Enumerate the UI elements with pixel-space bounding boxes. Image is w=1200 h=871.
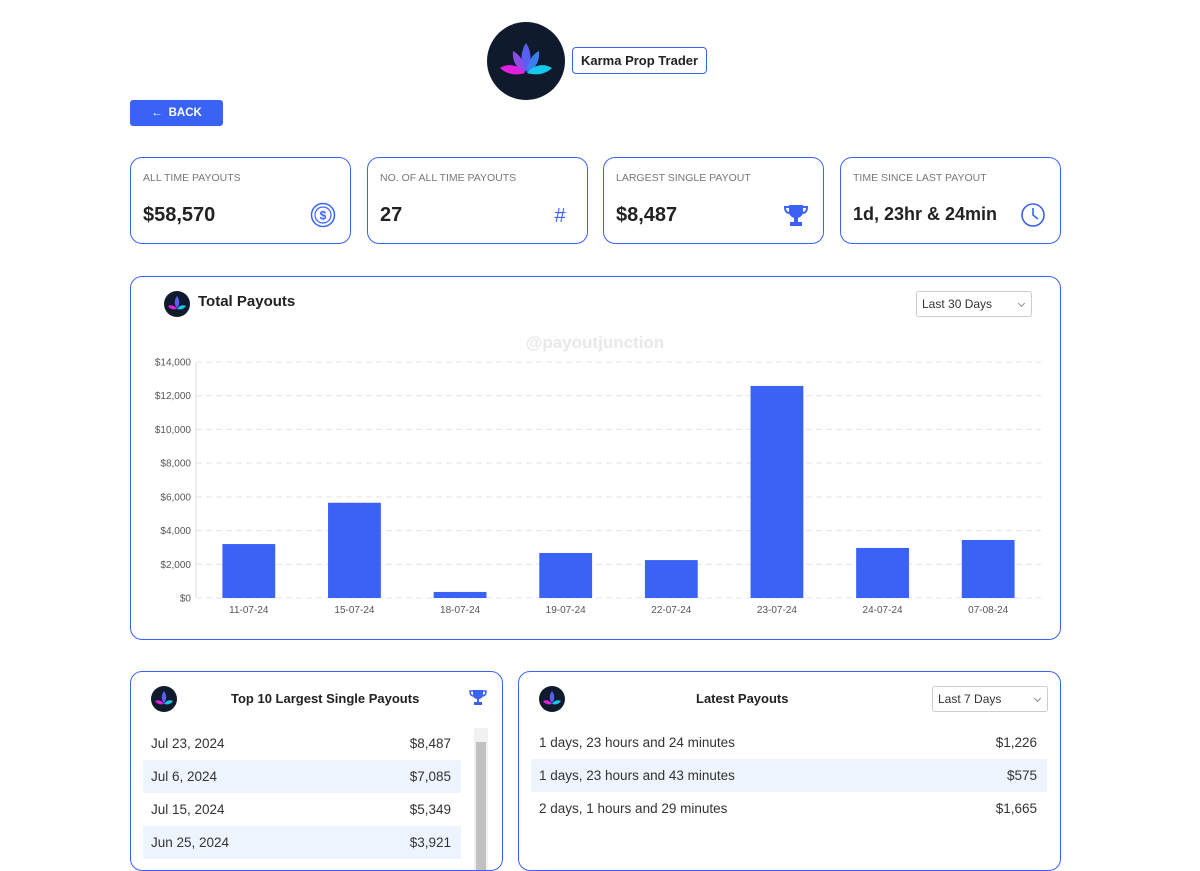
latest-payouts-card: Latest Payouts Last 7 Days 1 days, 23 ho…: [518, 671, 1061, 871]
logo: [487, 22, 565, 100]
row-label: Jul 23, 2024: [151, 736, 225, 751]
y-tick-label: $6,000: [160, 492, 191, 503]
bar: [644, 560, 698, 598]
chart-card: Total Payouts @payoutjunction $0 $2,000 $4…: [130, 276, 1061, 640]
scrollbar[interactable]: [474, 728, 488, 870]
y-tick-label: $14,000: [155, 358, 192, 369]
x-tick-label: 19-07-24: [546, 605, 586, 616]
row-amount: $5,349: [409, 802, 451, 817]
page: Karma Prop Trader ← BACK ALL TIME PAYOUTS…: [0, 0, 1200, 841]
bar: [222, 544, 276, 598]
stat-card: LARGEST SINGLE PAYOUT $8,487: [603, 157, 824, 244]
stat-label: LARGEST SINGLE PAYOUT: [616, 172, 751, 184]
svg-text:#: #: [554, 205, 566, 227]
row-label: Jun 25, 2024: [151, 835, 230, 850]
trophy-icon: [783, 205, 809, 226]
stat-label: TIME SINCE LAST PAYOUT: [853, 172, 987, 184]
payout-row: 2 days, 1 hours and 29 minutes $1,665: [531, 792, 1047, 825]
x-tick-label: 18-07-24: [440, 605, 480, 616]
stat-value: 27: [380, 204, 403, 226]
stat-card: TIME SINCE LAST PAYOUT 1d, 23hr & 24min: [840, 157, 1061, 244]
logo-small: [539, 686, 565, 712]
back-button[interactable]: ← BACK: [130, 100, 223, 126]
stat-value: $8,487: [616, 204, 678, 226]
back-label: BACK: [168, 107, 202, 119]
stat-card: ALL TIME PAYOUTS $58,570 $: [130, 157, 351, 244]
brand-name: Karma Prop Trader: [572, 47, 708, 74]
dollar-icon: $: [310, 202, 336, 228]
row-amount: $575: [1006, 768, 1037, 783]
row-label: Jul 15, 2024: [151, 802, 225, 817]
bar: [856, 547, 909, 598]
bar: [328, 502, 381, 598]
row-amount: $3,921: [409, 835, 451, 850]
payout-row: Jun 25, 2024 $3,921: [143, 826, 461, 859]
range-select[interactable]: Last 30 Days: [916, 291, 1032, 317]
range-select[interactable]: Last 7 Days: [932, 686, 1048, 712]
y-tick-label: $8,000: [160, 459, 191, 470]
bar: [750, 385, 804, 598]
payout-row: Jul 6, 2024 $7,085: [143, 760, 461, 793]
x-tick-label: 24-07-24: [863, 605, 903, 616]
payout-row: Jul 15, 2024 $5,349: [143, 793, 461, 826]
stat-value: 1d, 23hr & 24min: [853, 204, 998, 224]
trophy-icon: [469, 690, 487, 705]
row-label: Jul 6, 2024: [151, 769, 218, 784]
stat-label: ALL TIME PAYOUTS: [143, 172, 241, 184]
x-tick-label: 15-07-24: [334, 605, 374, 616]
y-tick-label: $4,000: [160, 526, 191, 537]
x-tick-label: 22-07-24: [651, 605, 691, 616]
watermark: @payoutjunction: [526, 333, 664, 352]
row-label: 2 days, 1 hours and 29 minutes: [539, 801, 728, 816]
y-tick-label: $0: [180, 594, 192, 605]
x-tick-label: 23-07-24: [757, 605, 797, 616]
row-label: 1 days, 23 hours and 43 minutes: [539, 768, 735, 783]
y-tick-label: $12,000: [155, 391, 192, 402]
bar: [961, 540, 1015, 598]
payout-row: Jul 23, 2024 $8,487: [143, 727, 461, 760]
stat-card: NO. OF ALL TIME PAYOUTS 27 #: [367, 157, 588, 244]
top-payouts-card: Top 10 Largest Single Payouts Jul 23, 20…: [130, 671, 503, 871]
bar: [433, 591, 487, 598]
row-label: 1 days, 23 hours and 24 minutes: [539, 735, 735, 750]
chart-title: Total Payouts: [198, 293, 295, 310]
x-tick-label: 11-07-24: [229, 605, 269, 616]
bar: [539, 552, 593, 598]
stat-value: $58,570: [143, 204, 216, 226]
hash-icon: #: [554, 205, 566, 227]
row-amount: $8,487: [409, 736, 451, 751]
logo-small: [151, 686, 177, 712]
payout-row: 1 days, 23 hours and 43 minutes $575: [531, 759, 1047, 792]
row-amount: $7,085: [409, 769, 451, 784]
card-title: Latest Payouts: [696, 691, 789, 706]
stat-label: NO. OF ALL TIME PAYOUTS: [380, 172, 517, 184]
x-tick-label: 07-08-24: [968, 605, 1008, 616]
svg-text:$: $: [320, 209, 327, 223]
card-title: Top 10 Largest Single Payouts: [231, 691, 420, 706]
clock-icon: [1021, 203, 1045, 227]
row-amount: $1,665: [995, 801, 1037, 816]
y-tick-label: $10,000: [155, 425, 192, 436]
row-amount: $1,226: [995, 735, 1037, 750]
payout-row: 1 days, 23 hours and 24 minutes $1,226: [531, 726, 1047, 759]
y-tick-label: $2,000: [160, 560, 191, 571]
chart: Total Payouts @payoutjunction $0 $2,000 $4…: [155, 291, 1041, 616]
